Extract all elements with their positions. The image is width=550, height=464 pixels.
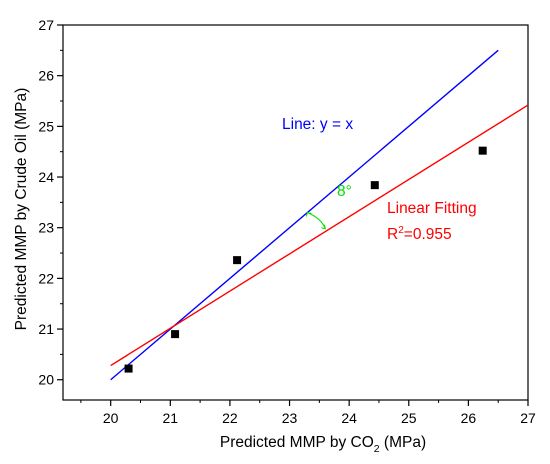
- y-tick-label: 20: [38, 372, 54, 388]
- r-squared-label: R2=0.955: [387, 225, 452, 243]
- data-point: [370, 181, 379, 190]
- plot-frame: [62, 24, 529, 401]
- y-axis-ticks: 20 21 22 23 24 25 26 27: [38, 17, 63, 388]
- x-tick-label: 23: [282, 410, 298, 426]
- data-point: [124, 364, 133, 373]
- plot-area-border: [62, 24, 529, 401]
- linear-fit-line: [110, 104, 529, 367]
- angle-arrowhead: [321, 224, 326, 230]
- y-tick-label: 25: [38, 118, 54, 134]
- x-tick-label: 25: [401, 410, 417, 426]
- y-tick-label: 24: [38, 169, 54, 185]
- angle-arc: [307, 211, 326, 229]
- fit-line-label: Linear Fitting: [387, 200, 477, 217]
- y-tick-label: 26: [38, 68, 54, 84]
- x-tick-label: 27: [520, 410, 536, 426]
- x-tick-label: 20: [103, 410, 119, 426]
- data-point: [171, 330, 180, 339]
- y-tick-label: 23: [38, 220, 54, 236]
- x-tick-label: 24: [341, 410, 357, 426]
- lines-layer: [110, 49, 529, 381]
- data-point: [478, 146, 487, 155]
- y-axis-title: Predicted MMP by Crude Oil (MPa): [13, 88, 30, 331]
- y-tick-label: 22: [38, 270, 54, 286]
- angle-label: 8°: [337, 183, 352, 200]
- x-axis-title: Predicted MMP by CO2 (MPa): [220, 434, 426, 455]
- y-tick-label: 27: [38, 17, 54, 33]
- x-tick-label: 21: [163, 410, 179, 426]
- x-axis-ticks: 20 21 22 23 24 25 26 27: [80, 400, 536, 426]
- x-tick-label: 26: [461, 410, 477, 426]
- x-tick-label: 22: [222, 410, 238, 426]
- identity-line-label: Line: y = x: [282, 116, 353, 133]
- data-point: [233, 256, 242, 265]
- angle-layer: [305, 211, 326, 230]
- data-points: [124, 146, 487, 373]
- y-tick-label: 21: [38, 321, 54, 337]
- angle-arrowhead: [305, 211, 312, 217]
